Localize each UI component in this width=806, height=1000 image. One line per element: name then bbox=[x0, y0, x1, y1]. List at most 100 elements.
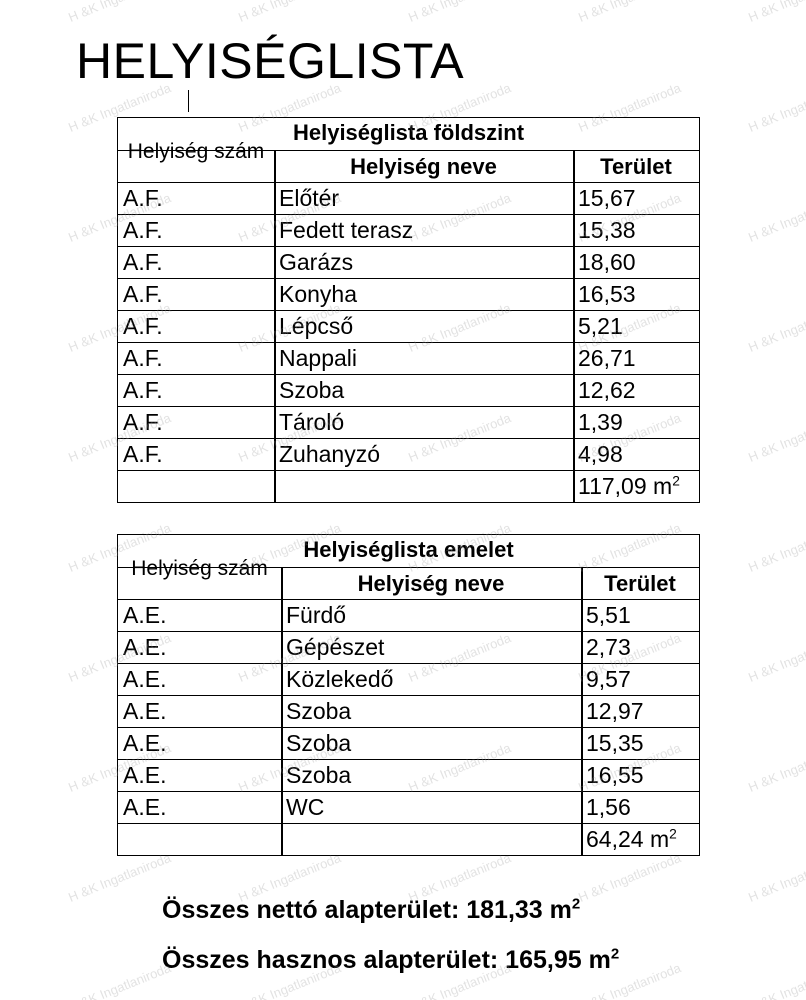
table-row: A.F. Fedett terasz 15,38 bbox=[118, 214, 699, 246]
column-header-area: Terület bbox=[604, 571, 676, 596]
column-divider bbox=[274, 375, 276, 406]
room-number: A.F. bbox=[123, 377, 163, 403]
room-number: A.F. bbox=[123, 345, 163, 371]
table-total-row: 64,24 m2 bbox=[118, 823, 699, 855]
room-area: 15,35 bbox=[586, 730, 644, 756]
table-header-row: Helyiség neve Terület Helyiség szám bbox=[118, 141, 699, 182]
table-row: A.E. WC 1,56 bbox=[118, 791, 699, 823]
room-name: Fürdő bbox=[286, 602, 347, 628]
room-name: Szoba bbox=[286, 698, 352, 724]
total-useful-area: Összes hasznos alapterület: 165,95 m2 bbox=[162, 945, 620, 974]
column-divider bbox=[281, 664, 283, 695]
column-divider bbox=[573, 439, 575, 470]
room-name: Konyha bbox=[279, 281, 358, 307]
table-row: A.F. Konyha 16,53 bbox=[118, 278, 699, 310]
room-area: 26,71 bbox=[578, 345, 636, 371]
table-row: A.E. Szoba 16,55 bbox=[118, 759, 699, 791]
ground-floor-table: Helyiséglista földszint Helyiség neve Terü… bbox=[117, 117, 700, 503]
watermark: H &K Ingatlaniroda bbox=[66, 850, 173, 905]
room-number: A.F. bbox=[123, 281, 163, 307]
table-row: A.F. Garázs 18,60 bbox=[118, 246, 699, 278]
room-name: Gépészet bbox=[286, 634, 385, 660]
watermark: H &K Ingatlaniroda bbox=[66, 960, 173, 1000]
floor-total-area: 117,09 m2 bbox=[573, 471, 680, 502]
column-divider bbox=[573, 343, 575, 374]
column-divider bbox=[573, 151, 575, 182]
table-caption: Helyiséglista emelet bbox=[303, 537, 514, 562]
room-name: Nappali bbox=[279, 345, 357, 371]
room-number: A.E. bbox=[123, 634, 167, 660]
floor-total-value: 64,24 m bbox=[586, 826, 670, 852]
watermark: H &K Ingatlaniroda bbox=[746, 0, 806, 25]
room-name: Szoba bbox=[286, 730, 352, 756]
room-area: 15,38 bbox=[578, 217, 636, 243]
margin-mark bbox=[188, 90, 189, 112]
room-name: Közlekedő bbox=[286, 666, 394, 692]
column-divider bbox=[274, 343, 276, 374]
table-row: A.E. Közlekedő 9,57 bbox=[118, 663, 699, 695]
table-row: A.F. Nappali 26,71 bbox=[118, 342, 699, 374]
watermark: H &K Ingatlaniroda bbox=[746, 520, 806, 575]
room-area: 12,62 bbox=[578, 377, 636, 403]
column-divider bbox=[281, 760, 283, 791]
watermark: H &K Ingatlaniroda bbox=[746, 410, 806, 465]
floor-total-unit-sup: 2 bbox=[672, 473, 680, 489]
watermark: H &K Ingatlaniroda bbox=[406, 0, 513, 25]
table-row: A.E. Fürdő 5,51 bbox=[118, 599, 699, 631]
watermark: H &K Ingatlaniroda bbox=[746, 960, 806, 1000]
column-divider bbox=[573, 375, 575, 406]
watermark: H &K Ingatlaniroda bbox=[746, 300, 806, 355]
watermark: H &K Ingatlaniroda bbox=[746, 190, 806, 245]
column-header-name: Helyiség neve bbox=[350, 154, 497, 179]
room-area: 9,57 bbox=[586, 666, 631, 692]
column-divider bbox=[581, 760, 583, 791]
table-row: A.F. Tároló 1,39 bbox=[118, 406, 699, 438]
room-area: 4,98 bbox=[578, 441, 623, 467]
table-row: A.E. Szoba 15,35 bbox=[118, 727, 699, 759]
room-area: 18,60 bbox=[578, 249, 636, 275]
column-header-name: Helyiség neve bbox=[357, 571, 505, 596]
column-divider bbox=[274, 471, 276, 502]
column-divider bbox=[581, 632, 583, 663]
room-number: A.E. bbox=[123, 794, 167, 820]
floor-total-value: 117,09 m bbox=[578, 473, 673, 499]
column-divider bbox=[581, 664, 583, 695]
room-area: 15,67 bbox=[578, 185, 636, 211]
table-row: A.E. Szoba 12,97 bbox=[118, 695, 699, 727]
floor-total-area: 64,24 m2 bbox=[581, 824, 677, 855]
table-row: A.F. Szoba 12,62 bbox=[118, 374, 699, 406]
room-area: 5,51 bbox=[586, 602, 631, 628]
room-name: Szoba bbox=[279, 377, 345, 403]
room-name: Szoba bbox=[286, 762, 352, 788]
room-area: 2,73 bbox=[586, 634, 631, 660]
table-caption-row: Helyiséglista emelet bbox=[118, 535, 699, 567]
column-header-area: Terület bbox=[600, 154, 672, 179]
column-divider bbox=[274, 407, 276, 438]
room-name: Garázs bbox=[279, 249, 354, 275]
floor-total-unit-sup: 2 bbox=[669, 826, 677, 842]
room-number: A.F. bbox=[123, 185, 163, 211]
room-number: A.F. bbox=[123, 441, 163, 467]
watermark: H &K Ingatlaniroda bbox=[746, 80, 806, 135]
column-header-number: Helyiség szám bbox=[131, 557, 268, 580]
watermark: H &K Ingatlaniroda bbox=[576, 0, 683, 25]
column-divider bbox=[274, 247, 276, 278]
room-number: A.E. bbox=[123, 730, 167, 756]
room-number: A.E. bbox=[123, 666, 167, 692]
column-divider bbox=[581, 696, 583, 727]
column-divider bbox=[581, 568, 583, 599]
column-divider bbox=[274, 151, 276, 182]
column-divider bbox=[281, 632, 283, 663]
room-name: Tároló bbox=[279, 409, 345, 435]
column-divider bbox=[573, 215, 575, 246]
table-total-row: 117,09 m2 bbox=[118, 470, 699, 502]
room-area: 16,55 bbox=[586, 762, 644, 788]
room-name: Lépcső bbox=[279, 313, 354, 339]
table-caption: Helyiséglista földszint bbox=[292, 120, 525, 145]
column-divider bbox=[573, 471, 575, 502]
column-divider bbox=[281, 728, 283, 759]
column-divider bbox=[274, 279, 276, 310]
room-name: Fedett terasz bbox=[279, 217, 414, 243]
document-title: HELYISÉGLISTA bbox=[76, 33, 465, 89]
